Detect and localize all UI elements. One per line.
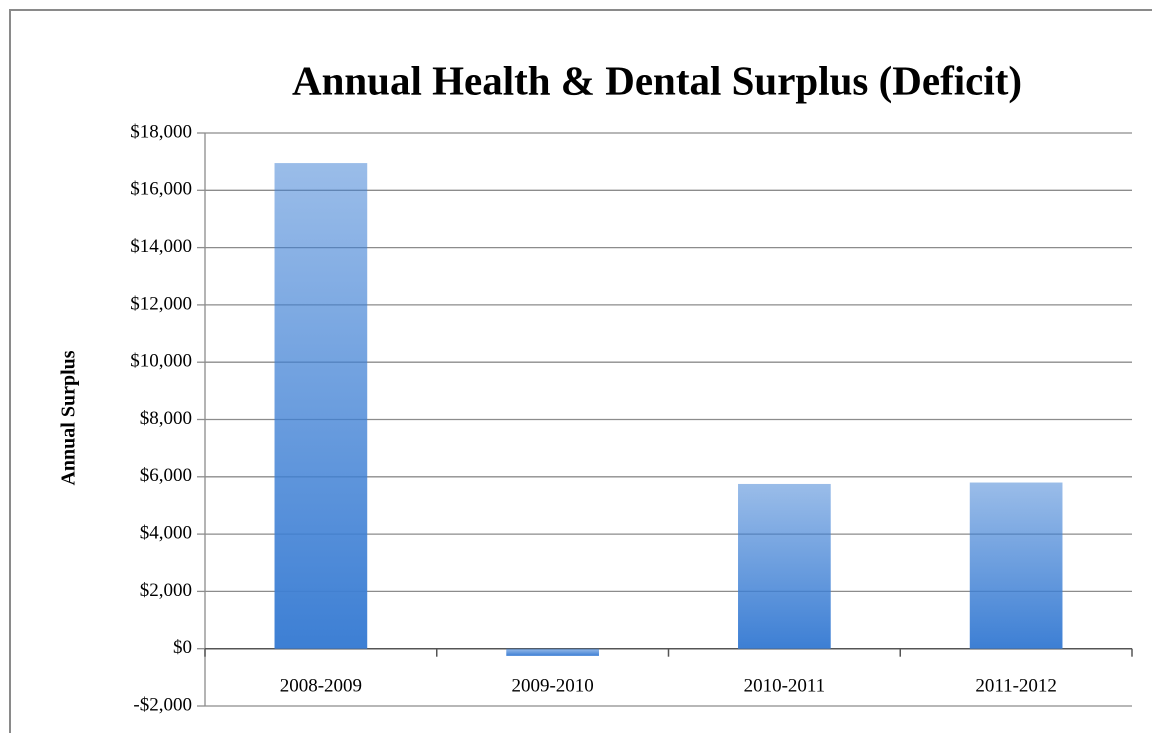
y-tick-label: $12,000 bbox=[130, 293, 192, 314]
y-tick-label: $14,000 bbox=[130, 236, 192, 257]
bar bbox=[738, 483, 831, 649]
bar bbox=[274, 163, 368, 649]
y-tick-label: $4,000 bbox=[140, 522, 192, 543]
y-tick-label: $0 bbox=[173, 637, 192, 658]
y-tick-label: $6,000 bbox=[140, 465, 192, 486]
chart-frame bbox=[9, 9, 1152, 733]
x-tick-label: 2010-2011 bbox=[744, 675, 826, 696]
y-axis-label: Annual Surplus bbox=[58, 350, 80, 485]
chart-title: Annual Health & Dental Surplus (Deficit) bbox=[292, 57, 1022, 103]
x-tick-label: 2011-2012 bbox=[975, 675, 1057, 696]
x-tick-label: 2008-2009 bbox=[280, 675, 362, 696]
y-tick-label: -$2,000 bbox=[133, 694, 192, 715]
y-tick-label: $18,000 bbox=[130, 121, 192, 142]
y-tick-label: $2,000 bbox=[140, 580, 192, 601]
y-tick-label: $10,000 bbox=[130, 351, 192, 372]
y-tick-label: $16,000 bbox=[130, 179, 192, 200]
x-tick-label: 2009-2010 bbox=[511, 675, 593, 696]
y-tick-label: $8,000 bbox=[140, 408, 192, 429]
bar bbox=[969, 482, 1063, 649]
bar bbox=[506, 648, 599, 656]
